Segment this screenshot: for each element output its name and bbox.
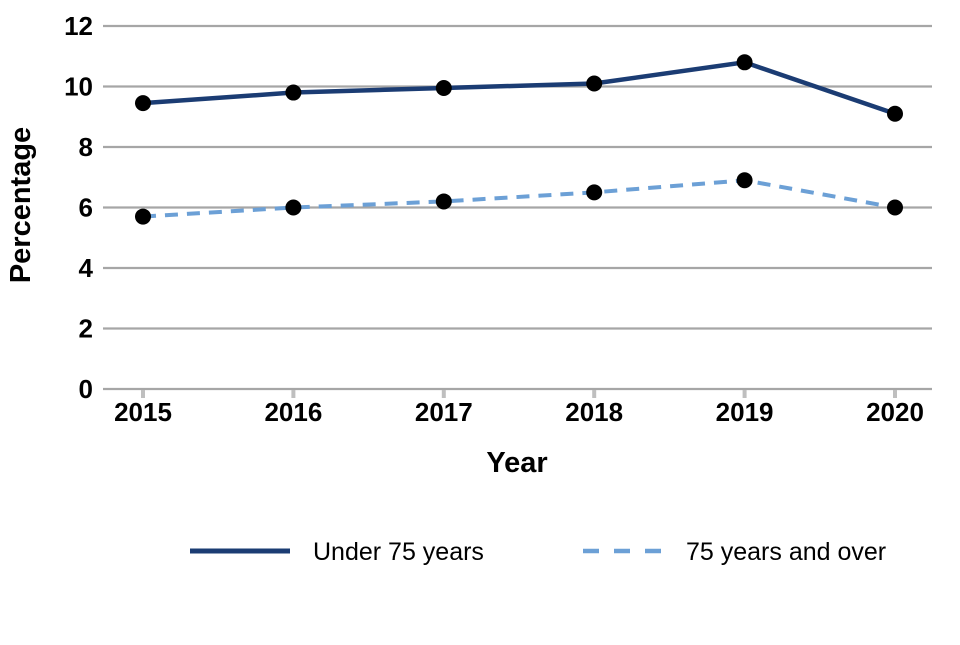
x-axis-ticks (141, 390, 897, 398)
y-tick-label-4: 4 (79, 253, 94, 283)
y-tick-label-12: 12 (64, 11, 93, 41)
legend-label-75-and-over: 75 years and over (686, 538, 886, 566)
marker-1-2018 (586, 184, 603, 201)
x-tick-label-2016: 2016 (264, 397, 322, 427)
x-tick-label-2015: 2015 (114, 397, 172, 427)
marker-0-2017 (435, 80, 452, 97)
y-tick-label-6: 6 (79, 193, 93, 223)
marker-0-2020 (887, 105, 903, 122)
x-tick-label-2018: 2018 (565, 397, 623, 427)
marker-0-2018 (586, 75, 603, 92)
marker-0-2015 (135, 95, 151, 112)
legend: Under 75 years 75 years and over (190, 538, 886, 566)
y-axis-tick-labels: 0 2 4 6 8 10 12 (64, 11, 93, 404)
y-tick-label-8: 8 (79, 132, 93, 162)
x-tick-label-2019: 2019 (716, 397, 774, 427)
x-axis-tick-labels: 2015 2016 2017 2018 2019 2020 (114, 397, 924, 427)
legend-label-under-75: Under 75 years (313, 538, 484, 566)
data-point-markers (135, 54, 903, 225)
x-axis-title: Year (486, 447, 547, 479)
marker-0-2019 (736, 54, 753, 71)
x-tick-label-2020: 2020 (866, 397, 924, 427)
x-tick-label-2017: 2017 (415, 397, 473, 427)
marker-1-2016 (285, 199, 302, 216)
y-tick-label-0: 0 (79, 374, 93, 404)
marker-1-2017 (435, 193, 452, 210)
series-line-0 (142, 59, 896, 116)
series-lines (142, 59, 896, 219)
series-line-1 (142, 178, 896, 219)
gridlines (103, 24, 932, 391)
marker-0-2016 (285, 84, 302, 101)
marker-1-2020 (887, 199, 903, 216)
y-axis-title: Percentage (5, 127, 37, 283)
y-tick-label-10: 10 (64, 72, 93, 102)
marker-1-2019 (736, 172, 753, 189)
y-tick-label-2: 2 (79, 314, 93, 344)
marker-1-2015 (135, 208, 151, 225)
